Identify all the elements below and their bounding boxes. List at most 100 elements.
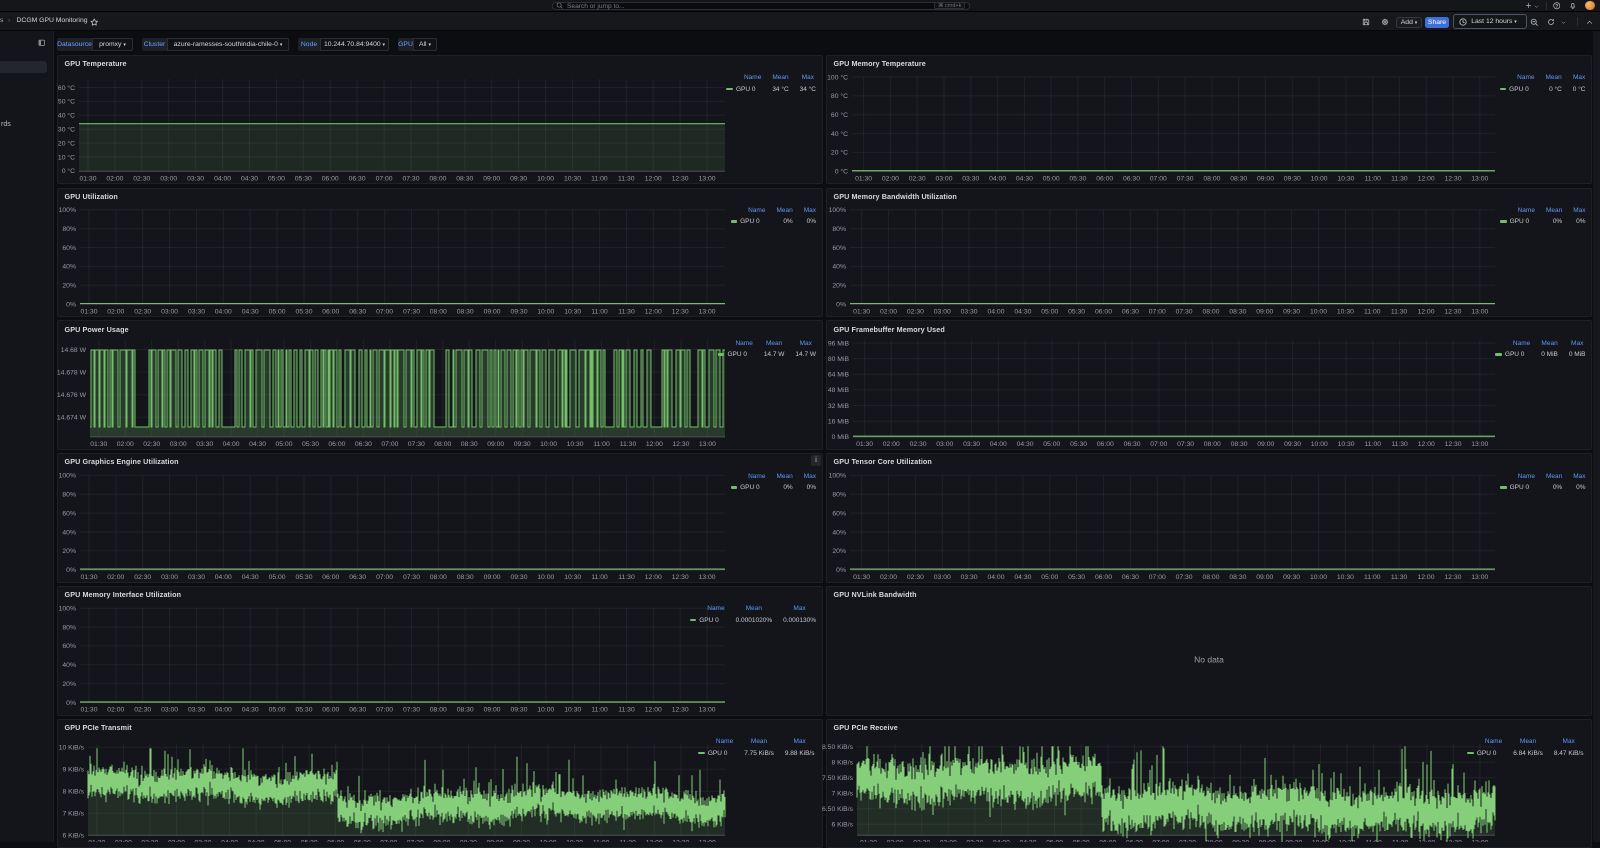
svg-text:04:30: 04:30 — [242, 707, 259, 714]
svg-text:60%: 60% — [62, 245, 76, 252]
svg-text:10:30: 10:30 — [564, 707, 581, 714]
svg-text:60 °C: 60 °C — [58, 84, 75, 92]
svg-text:06:00: 06:00 — [322, 574, 339, 581]
svg-text:11:30: 11:30 — [619, 840, 636, 843]
svg-text:10:30: 10:30 — [567, 441, 584, 448]
svg-text:11:30: 11:30 — [1391, 574, 1408, 581]
svg-text:6 KiB/s: 6 KiB/s — [831, 822, 853, 829]
svg-text:64 MiB: 64 MiB — [828, 372, 850, 379]
svg-text:13:00: 13:00 — [699, 441, 716, 448]
svg-text:80 MiB: 80 MiB — [828, 356, 850, 363]
svg-text:60 °C: 60 °C — [831, 111, 848, 119]
svg-text:06:00: 06:00 — [322, 707, 339, 714]
svg-text:05:00: 05:00 — [275, 441, 292, 448]
svg-text:20 °C: 20 °C — [831, 149, 848, 157]
svg-text:60%: 60% — [62, 643, 76, 650]
svg-text:12:30: 12:30 — [672, 308, 689, 315]
svg-text:32 MiB: 32 MiB — [828, 403, 850, 410]
svg-text:09:30: 09:30 — [1284, 441, 1301, 448]
svg-text:09:00: 09:00 — [1256, 308, 1273, 315]
svg-text:11:30: 11:30 — [618, 308, 635, 315]
svg-text:06:30: 06:30 — [349, 176, 366, 183]
svg-text:06:00: 06:00 — [327, 840, 344, 843]
svg-text:05:30: 05:30 — [1073, 840, 1090, 843]
svg-text:07:00: 07:00 — [1149, 308, 1166, 315]
svg-text:05:00: 05:00 — [269, 707, 286, 714]
svg-text:20%: 20% — [62, 548, 76, 555]
svg-text:0%: 0% — [836, 301, 846, 308]
svg-text:16 MiB: 16 MiB — [828, 419, 850, 426]
svg-text:0 °C: 0 °C — [835, 168, 848, 176]
svg-text:08:00: 08:00 — [430, 308, 447, 315]
svg-text:12:30: 12:30 — [1445, 441, 1462, 448]
svg-text:10:00: 10:00 — [1310, 308, 1327, 315]
svg-text:08:30: 08:30 — [460, 840, 477, 843]
svg-text:10:30: 10:30 — [564, 574, 581, 581]
svg-text:11:00: 11:00 — [593, 441, 610, 448]
svg-text:40 °C: 40 °C — [831, 130, 848, 138]
svg-text:05:30: 05:30 — [295, 574, 312, 581]
svg-text:05:30: 05:30 — [1068, 574, 1085, 581]
svg-text:08:00: 08:00 — [1202, 574, 1219, 581]
svg-text:08:00: 08:00 — [1206, 840, 1223, 843]
svg-text:12:00: 12:00 — [645, 574, 662, 581]
svg-text:09:30: 09:30 — [1283, 308, 1300, 315]
svg-text:08:30: 08:30 — [456, 176, 473, 183]
svg-text:10:30: 10:30 — [1337, 308, 1354, 315]
svg-text:03:00: 03:00 — [940, 840, 957, 843]
svg-text:10:00: 10:00 — [1312, 840, 1329, 843]
svg-text:06:00: 06:00 — [1095, 574, 1112, 581]
svg-text:03:00: 03:00 — [160, 176, 177, 183]
svg-text:03:00: 03:00 — [934, 308, 951, 315]
svg-text:04:00: 04:00 — [214, 176, 231, 183]
svg-text:12:30: 12:30 — [672, 840, 689, 843]
svg-text:48 MiB: 48 MiB — [828, 387, 850, 394]
svg-text:07:00: 07:00 — [380, 840, 397, 843]
svg-text:07:30: 07:30 — [403, 574, 420, 581]
svg-text:13:00: 13:00 — [1471, 176, 1488, 183]
svg-text:11:30: 11:30 — [618, 176, 635, 183]
svg-text:8.50 KiB/s: 8.50 KiB/s — [822, 744, 854, 751]
svg-text:7 KiB/s: 7 KiB/s — [62, 811, 84, 818]
svg-text:11:30: 11:30 — [620, 441, 637, 448]
svg-text:12:30: 12:30 — [1444, 176, 1461, 183]
svg-text:11:00: 11:00 — [591, 308, 608, 315]
svg-text:0%: 0% — [66, 301, 76, 308]
svg-text:04:00: 04:00 — [215, 574, 232, 581]
svg-text:09:30: 09:30 — [513, 840, 530, 843]
svg-text:04:00: 04:00 — [215, 308, 232, 315]
svg-text:05:30: 05:30 — [1069, 176, 1086, 183]
svg-text:02:30: 02:30 — [907, 574, 924, 581]
svg-text:07:30: 07:30 — [403, 707, 420, 714]
svg-text:06:00: 06:00 — [1096, 176, 1113, 183]
svg-text:0%: 0% — [66, 700, 76, 707]
svg-text:11:00: 11:00 — [591, 574, 608, 581]
svg-text:08:30: 08:30 — [1229, 574, 1246, 581]
svg-text:04:30: 04:30 — [1016, 176, 1033, 183]
svg-text:11:30: 11:30 — [1391, 308, 1408, 315]
svg-text:08:00: 08:00 — [1203, 176, 1220, 183]
svg-text:13:00: 13:00 — [699, 176, 716, 183]
svg-text:05:00: 05:00 — [1043, 441, 1060, 448]
svg-text:13:00: 13:00 — [699, 574, 716, 581]
svg-text:04:30: 04:30 — [241, 176, 258, 183]
svg-text:04:30: 04:30 — [1014, 574, 1031, 581]
svg-text:14.676 W: 14.676 W — [57, 392, 87, 399]
svg-text:03:30: 03:30 — [962, 176, 979, 183]
svg-text:04:30: 04:30 — [1019, 840, 1036, 843]
svg-text:02:30: 02:30 — [134, 707, 151, 714]
svg-text:13:00: 13:00 — [1471, 574, 1488, 581]
svg-text:7.50 KiB/s: 7.50 KiB/s — [822, 775, 854, 782]
svg-text:02:00: 02:00 — [107, 574, 124, 581]
svg-text:08:30: 08:30 — [1232, 840, 1249, 843]
svg-text:01:30: 01:30 — [80, 707, 97, 714]
svg-text:11:00: 11:00 — [1365, 441, 1382, 448]
svg-text:09:30: 09:30 — [510, 707, 527, 714]
svg-text:04:30: 04:30 — [242, 308, 259, 315]
svg-text:08:30: 08:30 — [457, 707, 474, 714]
svg-text:11:00: 11:00 — [1364, 176, 1381, 183]
svg-text:09:00: 09:00 — [484, 308, 501, 315]
svg-text:03:00: 03:00 — [936, 441, 953, 448]
svg-text:80%: 80% — [62, 492, 76, 499]
svg-text:08:00: 08:00 — [429, 176, 446, 183]
